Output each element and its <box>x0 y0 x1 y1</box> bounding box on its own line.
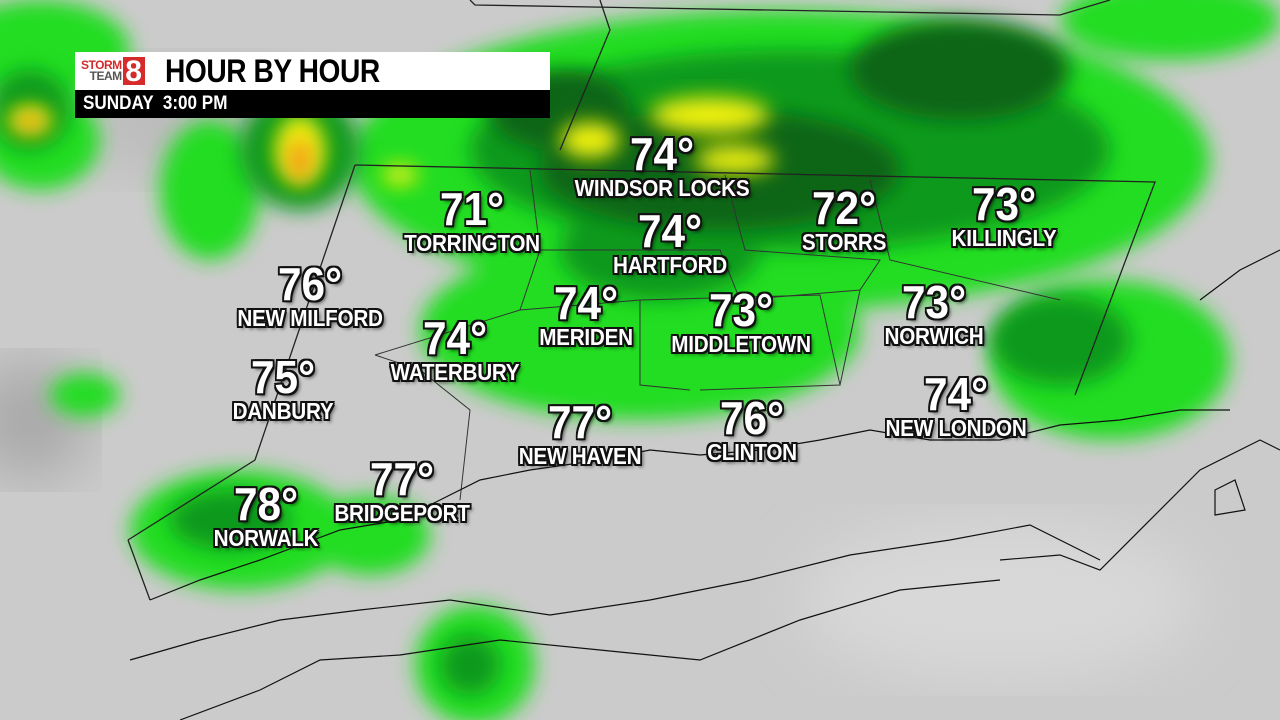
city-name: STORRS <box>801 229 887 255</box>
city-waterbury: 74° WATERBURY <box>384 312 527 385</box>
logo-number: 8 <box>122 57 145 87</box>
city-name: WATERBURY <box>390 359 520 385</box>
city-temp: 73° <box>708 284 773 336</box>
city-norwich: 73° NORWICH <box>879 276 989 349</box>
city-windsor-locks: 74° WINDSOR LOCKS <box>565 128 759 201</box>
city-temp: 76° <box>719 392 784 444</box>
city-temp: 74° <box>637 205 702 257</box>
city-name: NEW MILFORD <box>237 305 383 331</box>
city-torrington: 71° TORRINGTON <box>397 183 548 256</box>
city-temp: 72° <box>811 182 876 234</box>
city-new-london: 74° NEW LONDON <box>878 368 1035 441</box>
city-name: WINDSOR LOCKS <box>574 175 750 201</box>
city-name: NEW LONDON <box>885 415 1027 441</box>
city-temp: 74° <box>924 368 988 420</box>
city-name: HARTFORD <box>613 252 727 278</box>
city-temp: 77° <box>370 453 434 505</box>
page-title: HOUR BY HOUR <box>165 52 380 89</box>
city-name: NORWALK <box>213 525 319 551</box>
city-danbury: 75° DANBURY <box>227 351 339 424</box>
city-temp: 71° <box>440 183 504 235</box>
city-name: MERIDEN <box>539 324 633 350</box>
city-temp: 75° <box>250 351 315 403</box>
city-temp: 78° <box>234 478 298 530</box>
state-borders <box>127 0 1156 601</box>
city-name: KILLINGLY <box>951 225 1057 251</box>
city-hartford: 74° HARTFORD <box>607 205 734 278</box>
city-new-milford: 76° NEW MILFORD <box>229 258 391 331</box>
city-name: CLINTON <box>707 439 797 465</box>
city-name: DANBURY <box>232 398 334 424</box>
city-name: NORWICH <box>884 323 984 349</box>
forecast-time: SUNDAY 3:00 PM <box>83 93 228 114</box>
logo-line1: STORM <box>81 58 122 72</box>
precip-orange <box>16 114 312 182</box>
city-clinton: 76° CLINTON <box>702 392 802 465</box>
city-temp: 73° <box>971 178 1036 230</box>
city-storrs: 72° STORRS <box>797 182 891 255</box>
precip-yellow <box>8 97 775 185</box>
city-temp: 76° <box>277 258 342 310</box>
coastline <box>129 249 1280 720</box>
city-temp: 74° <box>423 312 487 364</box>
city-middletown: 73° MIDDLETOWN <box>663 284 818 357</box>
city-new-haven: 77° NEW HAVEN <box>512 396 648 469</box>
city-bridgeport: 77° BRIDGEPORT <box>327 453 477 526</box>
logo-line2: TEAM <box>89 69 122 83</box>
city-meriden: 74° MERIDEN <box>534 277 638 350</box>
storm-team-8-logo: STORM TEAM 8 <box>81 54 169 88</box>
city-name: MIDDLETOWN <box>671 331 811 357</box>
city-temp: 74° <box>554 277 618 329</box>
city-name: BRIDGEPORT <box>334 500 470 526</box>
city-name: TORRINGTON <box>404 230 540 256</box>
city-killingly: 73° KILLINGLY <box>946 178 1063 251</box>
city-temp: 73° <box>901 276 966 328</box>
city-norwalk: 78° NORWALK <box>208 478 324 551</box>
city-name: NEW HAVEN <box>518 443 642 469</box>
city-temp: 74° <box>630 128 694 180</box>
title-banner: STORM TEAM 8 HOUR BY HOUR SUNDAY 3:00 PM <box>75 52 550 118</box>
city-temp: 77° <box>548 396 612 448</box>
county-borders <box>374 169 1061 501</box>
